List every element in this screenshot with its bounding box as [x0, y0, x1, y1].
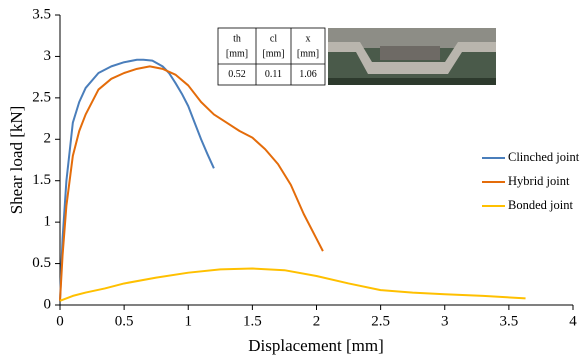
legend-label: Clinched joint	[508, 150, 580, 164]
inset-table-unit: [mm]	[262, 48, 284, 59]
legend-label: Bonded joint	[508, 198, 573, 212]
inset-table-unit: [mm]	[297, 48, 319, 59]
x-tick-label: 0.5	[115, 313, 134, 329]
series-line	[59, 65, 324, 301]
series-line	[59, 58, 215, 301]
inset-table-unit: [mm]	[226, 48, 248, 59]
y-tick-label: 1.5	[32, 172, 51, 188]
inset-table-header: cl	[270, 33, 277, 44]
inset-table-value: 1.06	[299, 69, 317, 80]
y-tick-label: 1	[44, 214, 52, 230]
x-tick-label: 2.5	[371, 313, 390, 329]
y-tick-label: 3.5	[32, 6, 51, 22]
inset-photo	[328, 28, 496, 85]
x-tick-label: 4	[569, 313, 577, 329]
y-axis-title: Shear load [kN]	[7, 106, 26, 215]
inset-table-border	[217, 27, 326, 86]
series-line	[59, 267, 526, 302]
y-tick-label: 0	[44, 296, 52, 312]
inset-table-value: 0.52	[228, 69, 246, 80]
x-tick-label: 0	[56, 313, 64, 329]
x-tick-label: 3.5	[500, 313, 519, 329]
inset-table-header: th	[233, 33, 241, 44]
inset-table-value: 0.11	[265, 69, 282, 80]
legend-label: Hybrid joint	[508, 174, 570, 188]
y-tick-label: 0.5	[32, 255, 51, 271]
inset-table-header: x	[306, 33, 311, 44]
x-tick-label: 3	[441, 313, 449, 329]
x-tick-label: 1.5	[243, 313, 262, 329]
y-tick-label: 2.5	[32, 89, 51, 105]
y-tick-label: 3	[44, 48, 52, 64]
x-tick-label: 2	[313, 313, 321, 329]
x-tick-label: 1	[185, 313, 193, 329]
y-tick-label: 2	[44, 131, 52, 147]
x-axis-title: Displacement [mm]	[248, 336, 384, 355]
